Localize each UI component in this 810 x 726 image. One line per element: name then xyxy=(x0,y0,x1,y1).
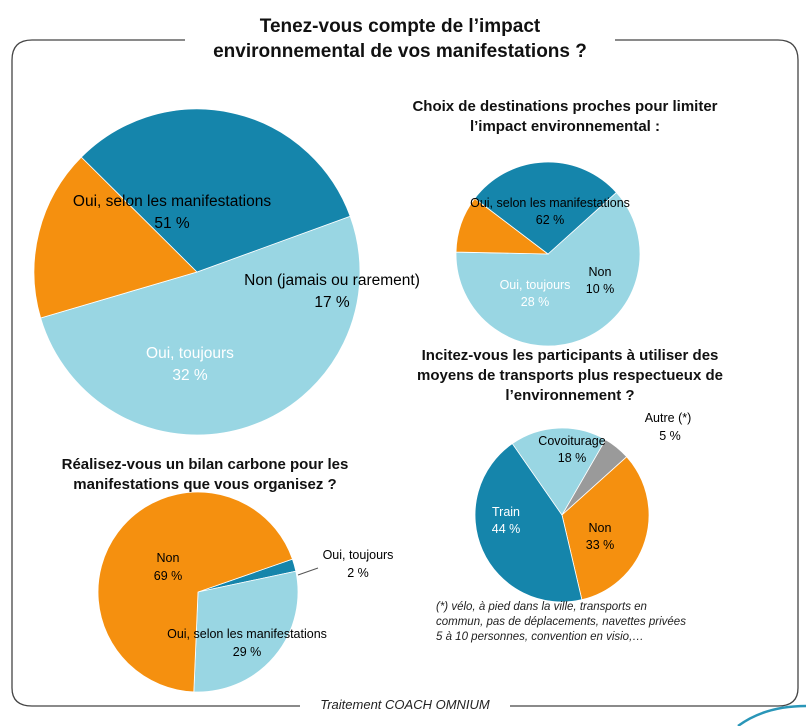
trans-value-train: 44 % xyxy=(492,522,521,536)
main-value-non: 17 % xyxy=(314,294,350,311)
carbon-label-oui-selon: Oui, selon les manifestations xyxy=(167,627,327,641)
carbon-leader-line xyxy=(297,567,319,576)
trans-slice-1 xyxy=(561,456,650,601)
main-slice-0 xyxy=(40,215,361,436)
carbon-title: Réalisez-vous un bilan carbone pour les … xyxy=(50,455,360,495)
trans-value-non: 33 % xyxy=(586,538,615,552)
transport-title: Incitez-vous les participants à utiliser… xyxy=(405,346,735,406)
dest-label-oui-selon: Oui, selon les manifestations xyxy=(470,196,630,210)
carbon-slice-2 xyxy=(97,491,293,693)
dest-value-non: 10 % xyxy=(586,282,615,296)
source-credit: Traitement COACH OMNIUM xyxy=(300,697,510,712)
carbon-label-non: Non xyxy=(157,551,180,565)
main-label-non: Non (jamais ou rarement) xyxy=(244,272,420,289)
trans-value-covoiturage: 18 % xyxy=(558,451,587,465)
main-value-oui-selon: 51 % xyxy=(154,215,190,232)
dest-slice-0 xyxy=(455,191,641,347)
trans-label-train: Train xyxy=(492,505,520,519)
carbon-value-oui-toujours: 2 % xyxy=(347,566,369,580)
transport-footnote: (*) vélo, à pied dans la ville, transpor… xyxy=(436,601,686,643)
trans-label-autre: Autre (*) xyxy=(645,411,692,425)
carbon-value-oui-selon: 29 % xyxy=(233,645,262,659)
carbon-value-non: 69 % xyxy=(154,569,183,583)
trans-slice-2 xyxy=(474,443,583,603)
trans-label-covoiturage: Covoiturage xyxy=(538,434,605,448)
destinations-title: Choix de destinations proches pour limit… xyxy=(395,97,735,137)
dest-slice-2 xyxy=(474,161,617,255)
trans-slice-3 xyxy=(511,427,607,516)
main-value-oui-toujours: 32 % xyxy=(172,367,208,384)
main-label-oui-toujours: Oui, toujours xyxy=(146,345,234,362)
dest-label-non: Non xyxy=(589,265,612,279)
main-slice-1 xyxy=(33,156,198,319)
trans-value-autre: 5 % xyxy=(659,429,681,443)
page-title: Tenez-vous compte de l’impact environnem… xyxy=(185,10,615,66)
carbon-slice-1 xyxy=(193,570,299,693)
main-label-oui-selon: Oui, selon les manifestations xyxy=(73,193,271,210)
main-slice-2 xyxy=(80,108,351,273)
carbon-label-oui-toujours: Oui, toujours xyxy=(323,548,394,562)
dest-value-oui-selon: 62 % xyxy=(536,213,565,227)
dest-value-oui-toujours: 28 % xyxy=(521,295,550,309)
trans-label-non: Non xyxy=(589,521,612,535)
dest-label-oui-toujours: Oui, toujours xyxy=(500,278,571,292)
